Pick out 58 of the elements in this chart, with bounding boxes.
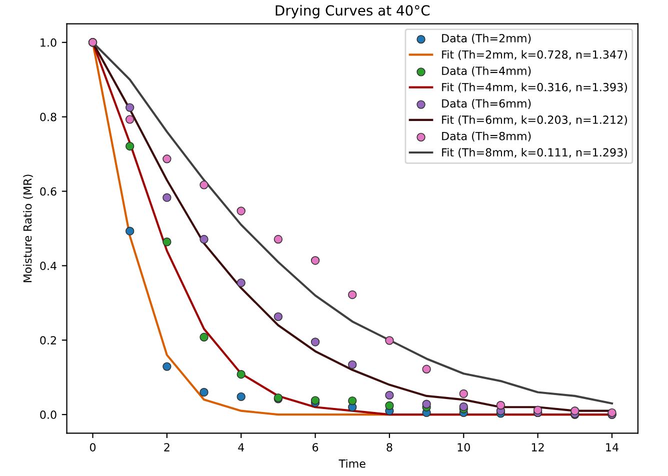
y-tick-label: 0.0: [40, 410, 56, 419]
point: [200, 234, 208, 244]
point: [200, 180, 208, 190]
x-tick-label: 0: [90, 443, 96, 452]
y-tick-label: 0.6: [40, 187, 56, 196]
legend-label: Data (Th=6mm): [442, 99, 531, 109]
y-tick-label: 0.2: [40, 336, 56, 345]
point: [126, 142, 134, 151]
x-tick-label: 4: [238, 443, 244, 452]
legend-label: Fit (Th=2mm, k=0.728, n=1.347): [442, 50, 627, 60]
point: [385, 336, 394, 345]
point: [496, 400, 506, 410]
chart-title: Drying Curves at 40°C: [276, 4, 430, 18]
point: [385, 390, 394, 400]
point: [422, 364, 431, 374]
x-axis-title: Time: [338, 459, 366, 468]
point: [348, 396, 357, 406]
point: [385, 401, 394, 410]
legend-label: Data (Th=8mm): [442, 132, 531, 142]
point: [422, 400, 431, 408]
point: [459, 389, 468, 398]
point: [126, 103, 134, 112]
point: [126, 115, 134, 124]
point: [126, 226, 134, 236]
point: [274, 234, 283, 244]
legend-label: Fit (Th=6mm, k=0.203, n=1.212): [442, 115, 627, 126]
point: [236, 370, 246, 379]
point: [162, 193, 172, 202]
point: [533, 406, 542, 414]
point: [348, 360, 357, 370]
point: [236, 278, 246, 288]
y-tick-label: 0.8: [40, 112, 56, 122]
point: [162, 362, 172, 371]
legend-label: Data (Th=2mm): [442, 34, 531, 44]
x-tick-label: 6: [312, 443, 318, 452]
y-axis-title: Moisture Ratio (MR): [23, 174, 34, 282]
point: [162, 154, 172, 164]
x-tick-label: 14: [606, 443, 618, 452]
y-tick-label: 1.0: [40, 38, 56, 47]
point: [162, 238, 172, 246]
point: [570, 406, 580, 416]
point: [200, 388, 208, 397]
point: [310, 338, 320, 346]
x-tick-label: 12: [532, 443, 544, 452]
point: [310, 256, 320, 265]
x-tick-label: 8: [386, 443, 392, 452]
point: [200, 332, 208, 342]
point: [236, 392, 246, 402]
y-tick-label: 0.4: [40, 262, 56, 270]
legend-label: Data (Th=4mm): [442, 66, 531, 76]
point: [236, 206, 246, 216]
x-tick-label: 2: [164, 443, 170, 452]
point: [348, 290, 357, 300]
x-tick-label: 10: [458, 443, 470, 452]
legend-label: Fit (Th=8mm, k=0.111, n=1.293): [442, 148, 627, 158]
point: [459, 402, 468, 412]
point: [274, 312, 283, 322]
legend-label: Fit (Th=4mm, k=0.316, n=1.393): [442, 82, 627, 93]
